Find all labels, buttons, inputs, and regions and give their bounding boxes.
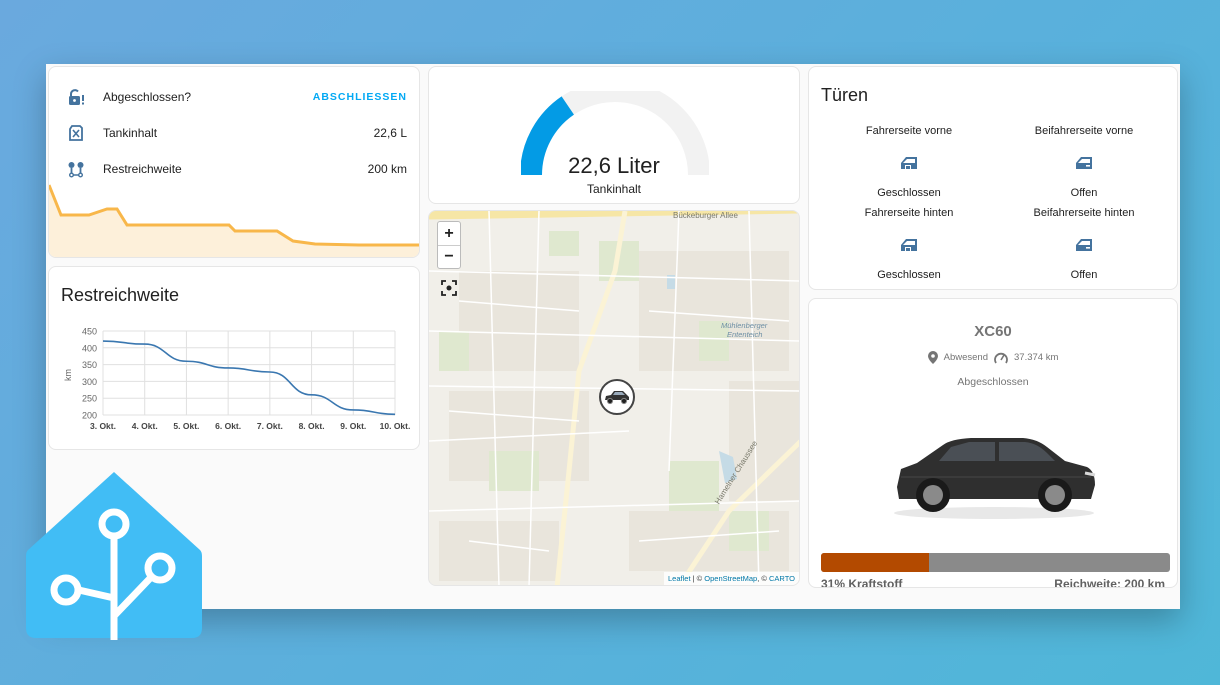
car-location: Abwesend	[943, 352, 988, 363]
door-state: Offen	[1070, 269, 1098, 281]
car-info-row: Abwesend 37.374 km	[809, 351, 1177, 364]
gauge-fill	[521, 96, 575, 176]
x-tick-label: 10. Okt.	[380, 421, 411, 431]
door-name: Fahrerseite hinten	[864, 207, 954, 219]
car-location-marker[interactable]	[599, 379, 635, 415]
door-front-right[interactable]: Beifahrerseite vorne Offen	[1009, 125, 1159, 199]
map-marker-distance-icon	[67, 160, 85, 178]
door-front-left[interactable]: Fahrerseite vorne Geschlossen	[834, 125, 984, 199]
attribution-separator: | ©	[690, 574, 705, 583]
x-tick-label: 7. Okt.	[257, 421, 283, 431]
range-graph-card: Restreichweite 450 400 350 300 250 200 3. Okt.…	[48, 266, 420, 450]
series-line	[102, 340, 396, 416]
car-door-lock-icon	[834, 237, 984, 259]
speedometer-icon	[994, 352, 1008, 363]
entity-state: 22,6 L	[373, 126, 407, 140]
zoom-out-button[interactable]: −	[438, 245, 460, 268]
entity-row-fuel[interactable]: Tankinhalt 22,6 L	[49, 115, 419, 151]
fuel-level-bar	[821, 553, 1170, 572]
entity-name: Tankinhalt	[103, 126, 158, 140]
car-icon	[605, 391, 629, 405]
attribution-separator: , ©	[757, 574, 770, 583]
lock-alert-icon	[67, 88, 85, 106]
range-label: Reichweite: 200 km	[1054, 577, 1165, 588]
map-tiles[interactable]	[429, 211, 800, 586]
y-tick-label: 450	[82, 327, 97, 337]
x-tick-label: 9. Okt.	[340, 421, 366, 431]
y-tick-label: 200	[82, 411, 97, 421]
map-attribution: Leaflet | © OpenStreetMap, © CARTO	[664, 572, 799, 585]
door-name: Beifahrerseite vorne	[1034, 125, 1134, 137]
x-tick-label: 8. Okt.	[299, 421, 325, 431]
x-tick-label: 6. Okt.	[215, 421, 241, 431]
carto-link[interactable]: CARTO	[769, 574, 795, 583]
dashboard: Abgeschlossen? ABSCHLIESSEN Tankinhalt 2…	[46, 64, 1180, 609]
car-image	[894, 438, 1096, 519]
car-lock-state: Abgeschlossen	[957, 376, 1029, 388]
entity-row-lock[interactable]: Abgeschlossen? ABSCHLIESSEN	[49, 79, 419, 115]
car-door-lock-icon	[834, 155, 984, 177]
fuel-icon	[67, 124, 85, 142]
y-axis-label: km	[63, 369, 73, 381]
doors-card: Türen Fahrerseite vorne Geschlossen Beif…	[808, 66, 1178, 290]
car-door-icon	[1009, 237, 1159, 259]
vehicle-card: XC60 Abwesend 37.374 km Abgeschlossen 31…	[808, 298, 1178, 588]
y-tick-label: 350	[82, 360, 97, 370]
map-marker-icon	[927, 351, 938, 364]
place-label: Mühlenberger	[721, 321, 768, 330]
gauge-arc	[521, 91, 709, 176]
car-door-icon	[1009, 155, 1159, 177]
door-rear-right[interactable]: Beifahrerseite hinten Offen	[1009, 207, 1159, 281]
car-model: XC60	[974, 323, 1012, 340]
door-rear-left[interactable]: Fahrerseite hinten Geschlossen	[834, 207, 984, 281]
recenter-icon[interactable]	[441, 280, 457, 296]
entity-state: 200 km	[367, 162, 407, 176]
x-tick-label: 3. Okt.	[90, 421, 116, 431]
y-tick-label: 400	[82, 343, 97, 353]
range-sparkline	[49, 184, 419, 257]
leaflet-link[interactable]: Leaflet	[668, 574, 691, 583]
entity-name: Restreichweite	[103, 162, 182, 176]
entity-name: Abgeschlossen?	[103, 90, 192, 104]
map-card[interactable]: Bückeburger Allee Hamelner Chaussee Mühl…	[428, 210, 800, 586]
osm-link[interactable]: OpenStreetMap	[704, 574, 758, 583]
lock-action-button[interactable]: ABSCHLIESSEN	[312, 91, 407, 103]
entity-row-range[interactable]: Restreichweite 200 km	[49, 151, 419, 187]
zoom-control: + −	[437, 221, 461, 269]
door-state: Geschlossen	[877, 187, 941, 199]
gauge-label: Tankinhalt	[586, 182, 642, 196]
door-state: Geschlossen	[877, 269, 941, 281]
road-label-north: Bückeburger Allee	[673, 211, 738, 220]
door-name: Beifahrerseite hinten	[1033, 207, 1135, 219]
gauge-value: 22,6 Liter	[568, 153, 660, 178]
fuel-level-fill	[821, 553, 930, 572]
doors-title: Türen	[821, 85, 869, 105]
x-tick-label: 4. Okt.	[132, 421, 158, 431]
fuel-percent-label: 31% Kraftstoff	[821, 577, 903, 588]
y-tick-label: 300	[82, 377, 97, 387]
car-odometer: 37.374 km	[1014, 352, 1059, 363]
home-assistant-logo-icon	[26, 472, 202, 640]
y-tick-label: 250	[82, 394, 97, 404]
fuel-gauge-card: 22,6 Liter Tankinhalt	[428, 66, 800, 204]
door-state: Offen	[1070, 187, 1098, 199]
zoom-in-button[interactable]: +	[444, 224, 454, 242]
x-tick-label: 5. Okt.	[173, 421, 199, 431]
place-label: Ententeich	[727, 330, 763, 339]
door-name: Fahrerseite vorne	[865, 125, 953, 137]
entities-card: Abgeschlossen? ABSCHLIESSEN Tankinhalt 2…	[48, 66, 420, 258]
graph-title: Restreichweite	[61, 285, 180, 305]
